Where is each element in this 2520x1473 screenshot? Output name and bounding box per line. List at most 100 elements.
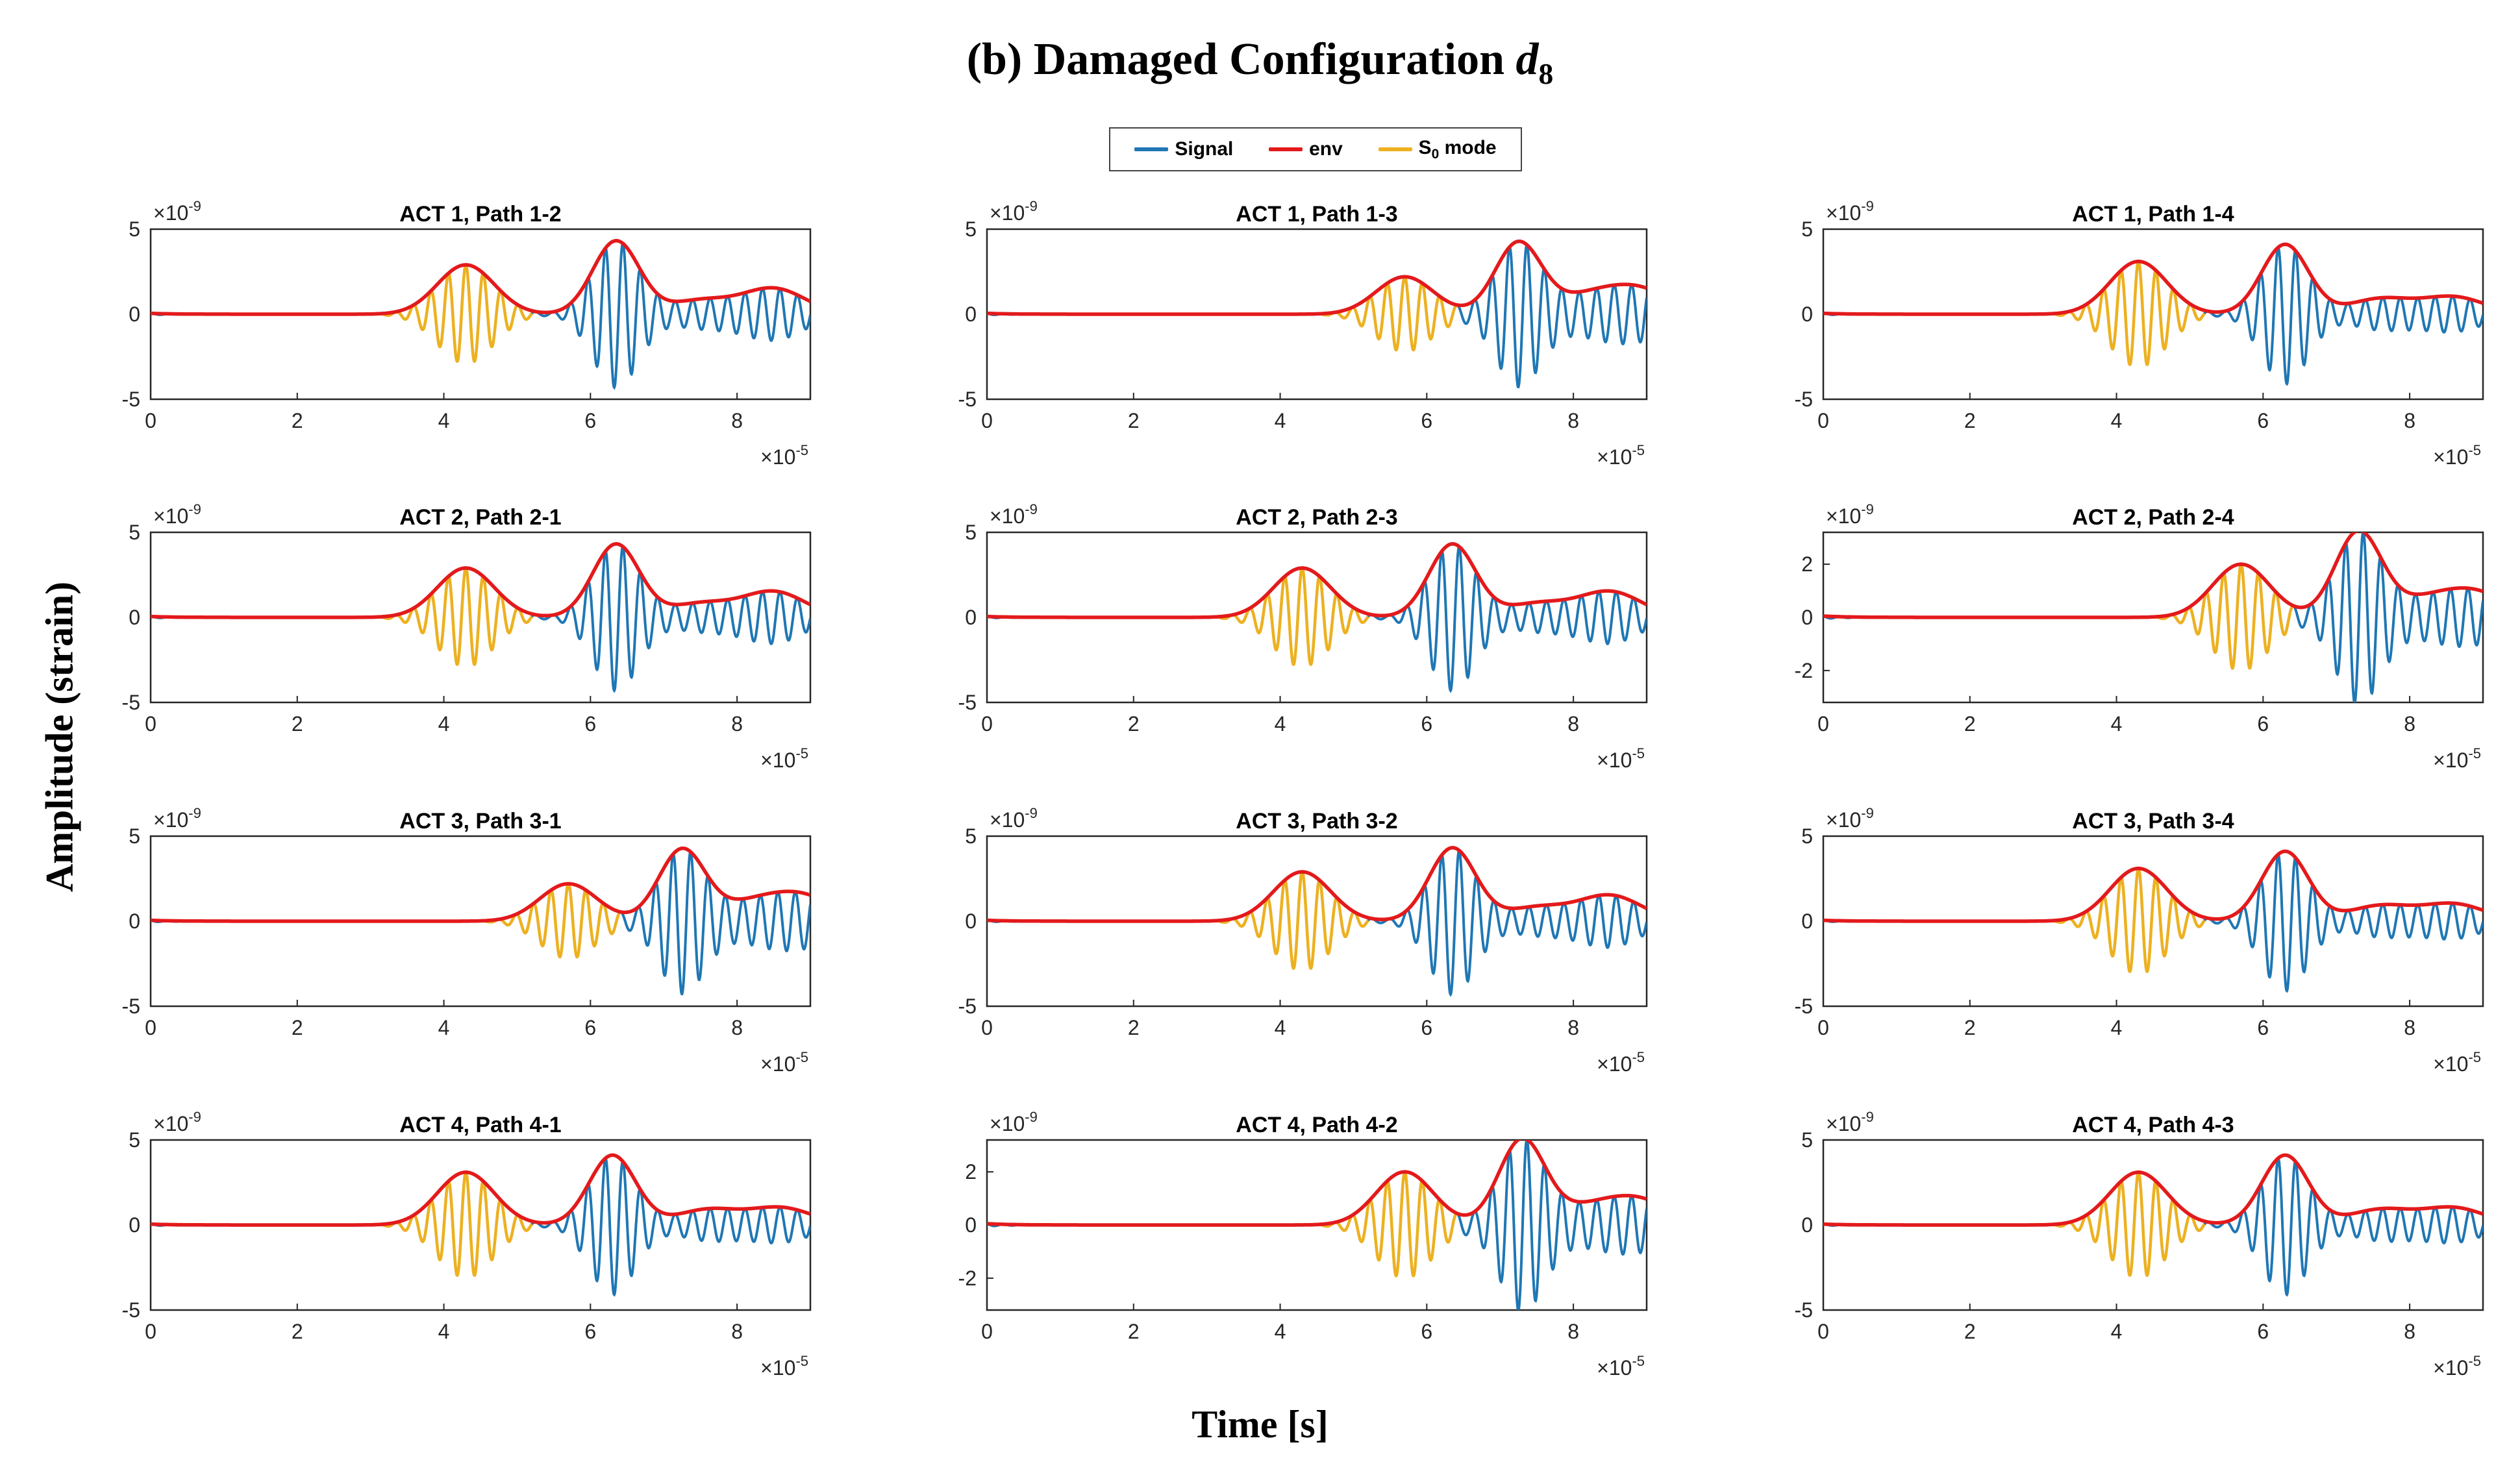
- x-tick-label: 2: [1964, 409, 1976, 432]
- series-envelope: [1823, 242, 2483, 316]
- y-tick-label: 0: [129, 1213, 140, 1237]
- subplot-title: ACT 4, Path 4-1: [399, 1113, 561, 1137]
- x-tick-label: 0: [981, 1320, 993, 1343]
- series-envelope: [987, 239, 1647, 316]
- x-tick-label: 4: [438, 1320, 450, 1343]
- series-envelope: [987, 846, 1647, 923]
- x-tick-label: 6: [2257, 1016, 2269, 1039]
- x-tick-label: 8: [1567, 712, 1579, 736]
- x-tick-label: 4: [438, 1016, 450, 1039]
- y-tick-label: 5: [965, 521, 977, 544]
- x-tick-label: 2: [1128, 712, 1140, 736]
- subplot-title: ACT 2, Path 2-1: [399, 505, 561, 530]
- y-exponent-label: ×10-9: [1826, 198, 1874, 225]
- series-envelope: [151, 542, 810, 619]
- x-tick-label: 4: [1275, 712, 1286, 736]
- x-tick-label: 8: [731, 409, 743, 432]
- y-exponent-label: ×10-9: [990, 198, 1038, 225]
- x-tick-label: 8: [731, 712, 743, 736]
- x-tick-label: 2: [292, 712, 303, 736]
- y-exponent-label: ×10-9: [153, 501, 201, 528]
- y-tick-label: 0: [1801, 1213, 1813, 1237]
- x-tick-label: 0: [981, 712, 993, 736]
- y-tick-label: 0: [965, 606, 977, 629]
- legend-label-env: env: [1309, 138, 1343, 160]
- x-exponent-label: ×10-5: [2433, 442, 2481, 469]
- series-envelope: [1823, 849, 2483, 923]
- y-tick-label: 0: [129, 910, 140, 933]
- x-tick-label: 4: [2111, 409, 2123, 432]
- subplot-2: ACT 1, Path 1-30 2 4 6 8-505×10-9×10-5: [958, 198, 1648, 469]
- subplot-3: ACT 1, Path 1-40 2 4 6 8-505×10-9×10-5: [1795, 198, 2484, 469]
- y-tick-label: 0: [129, 606, 140, 629]
- x-tick-label: 8: [731, 1320, 743, 1343]
- y-exponent-label: ×10-9: [153, 805, 201, 832]
- x-tick-label: 8: [731, 1016, 743, 1039]
- legend-label-s0-s: S: [1418, 136, 1432, 158]
- y-exponent-label: ×10-9: [1826, 501, 1874, 528]
- x-exponent-label: ×10-5: [760, 745, 808, 772]
- subplot-title: ACT 1, Path 1-4: [2072, 202, 2234, 227]
- legend-item-s0: S0 mode: [1378, 136, 1497, 162]
- subplot-1: ACT 1, Path 1-20 2 4 6 8-505×10-9×10-5: [122, 198, 812, 469]
- y-tick-label: 5: [965, 217, 977, 241]
- x-tick-label: 6: [584, 1320, 596, 1343]
- x-exponent-label: ×10-5: [1597, 442, 1645, 469]
- figure-title-subscript: 8: [1538, 57, 1554, 90]
- x-tick-label: 8: [1567, 1320, 1579, 1343]
- series-envelope: [987, 1140, 1647, 1227]
- series-envelope: [151, 1153, 810, 1227]
- series-envelope: [151, 239, 810, 316]
- series-envelope: [987, 542, 1647, 619]
- y-tick-label: -2: [958, 1267, 977, 1290]
- y-tick-label: -5: [122, 1298, 140, 1322]
- legend-swatch-signal: [1134, 147, 1169, 151]
- y-tick-label: -2: [1795, 659, 1813, 682]
- x-tick-label: 6: [1421, 409, 1432, 432]
- y-exponent-label: ×10-9: [1826, 805, 1874, 832]
- y-tick-label: 5: [1801, 1128, 1813, 1152]
- subplot-7: ACT 3, Path 3-10 2 4 6 8-505×10-9×10-5: [122, 805, 812, 1076]
- subplot-title: ACT 4, Path 4-2: [1236, 1113, 1397, 1137]
- x-tick-label: 0: [981, 409, 993, 432]
- x-tick-label: 0: [1817, 712, 1829, 736]
- x-tick-label: 4: [2111, 712, 2123, 736]
- subplot-12: ACT 4, Path 4-30 2 4 6 8-505×10-9×10-5: [1795, 1109, 2484, 1380]
- y-exponent-label: ×10-9: [990, 1109, 1038, 1135]
- x-exponent-label: ×10-5: [1597, 1353, 1645, 1380]
- y-exponent-label: ×10-9: [990, 805, 1038, 832]
- x-tick-label: 8: [2404, 1320, 2415, 1343]
- x-exponent-label: ×10-5: [760, 1049, 808, 1076]
- y-tick-label: -5: [122, 995, 140, 1018]
- x-axis-label: Time [s]: [1191, 1403, 1329, 1446]
- x-tick-label: 4: [2111, 1016, 2123, 1039]
- x-tick-label: 0: [145, 409, 156, 432]
- x-tick-label: 0: [145, 712, 156, 736]
- subplot-9: ACT 3, Path 3-40 2 4 6 8-505×10-9×10-5: [1795, 805, 2484, 1076]
- y-exponent-label: ×10-9: [153, 1109, 201, 1135]
- y-exponent-label: ×10-9: [153, 198, 201, 225]
- subplot-title: ACT 3, Path 3-4: [2072, 809, 2234, 834]
- x-tick-label: 2: [292, 409, 303, 432]
- x-exponent-label: ×10-5: [1597, 745, 1645, 772]
- series-envelope: [1823, 532, 2483, 619]
- figure-title-text: (b) Damaged Configuration: [966, 34, 1505, 84]
- subplot-6: ACT 2, Path 2-4 0 2 4 6 8 -2 0 2 ×10-9 ×10-5: [1795, 501, 2484, 772]
- y-tick-label: 5: [965, 824, 977, 848]
- x-tick-label: 0: [1817, 409, 1829, 432]
- series-envelope: [151, 846, 810, 923]
- subplot-5: ACT 2, Path 2-30 2 4 6 8-505×10-9×10-5: [958, 501, 1648, 772]
- y-tick-label: -5: [1795, 388, 1813, 411]
- x-tick-label: 0: [1817, 1320, 1829, 1343]
- y-tick-label: 5: [129, 217, 140, 241]
- x-tick-label: 8: [1567, 409, 1579, 432]
- x-tick-label: 6: [1421, 1016, 1432, 1039]
- y-exponent-label: ×10-9: [990, 501, 1038, 528]
- x-tick-label: 8: [1567, 1016, 1579, 1039]
- x-tick-label: 2: [1964, 1320, 1976, 1343]
- x-exponent-label: ×10-5: [760, 442, 808, 469]
- series-envelope: [1823, 1153, 2483, 1227]
- y-tick-label: 5: [129, 1128, 140, 1152]
- y-tick-label: -5: [122, 388, 140, 411]
- x-tick-label: 8: [2404, 409, 2415, 432]
